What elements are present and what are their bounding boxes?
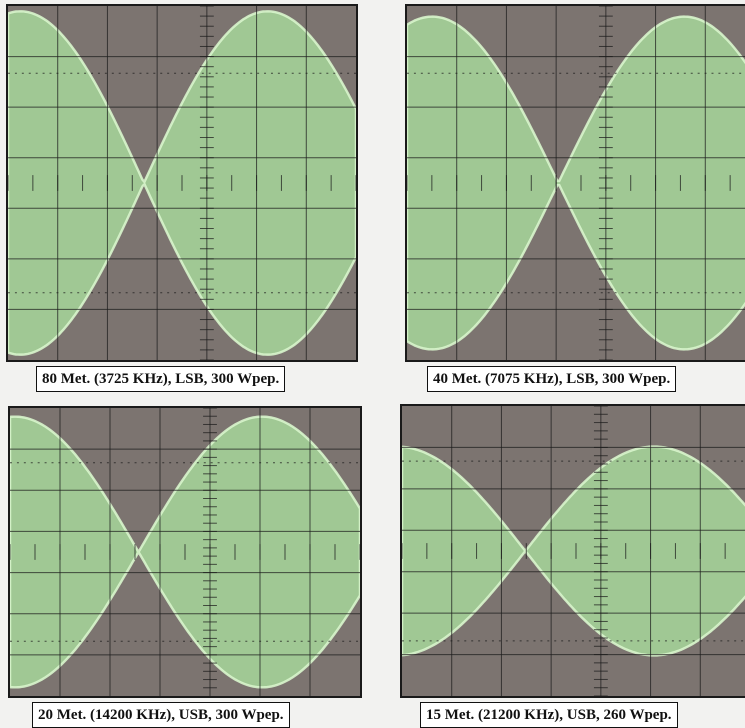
scope-display	[8, 6, 356, 360]
caption-40m: 40 Met. (7075 KHz), LSB, 300 Wpep.	[427, 366, 677, 392]
caption-80m: 80 Met. (3725 KHz), LSB, 300 Wpep.	[36, 366, 286, 392]
envelope-fill	[402, 445, 745, 657]
graticule	[407, 6, 745, 360]
graticule	[10, 408, 360, 696]
scope-screen-20m	[8, 406, 362, 698]
graticule	[402, 406, 745, 696]
scope-screen-80m	[6, 4, 358, 362]
scope-screen-40m	[405, 4, 745, 362]
rf-envelope-trace	[407, 15, 745, 351]
caption-15m: 15 Met. (21200 KHz), USB, 260 Wpep.	[420, 702, 678, 728]
scope-display	[402, 406, 745, 696]
envelope-fill	[407, 15, 745, 351]
scope-screen-15m	[400, 404, 745, 698]
rf-envelope-trace	[402, 445, 745, 657]
caption-20m: 20 Met. (14200 KHz), USB, 300 Wpep.	[32, 702, 290, 728]
scope-display	[10, 408, 360, 696]
scope-display	[407, 6, 745, 360]
graticule	[8, 6, 356, 360]
